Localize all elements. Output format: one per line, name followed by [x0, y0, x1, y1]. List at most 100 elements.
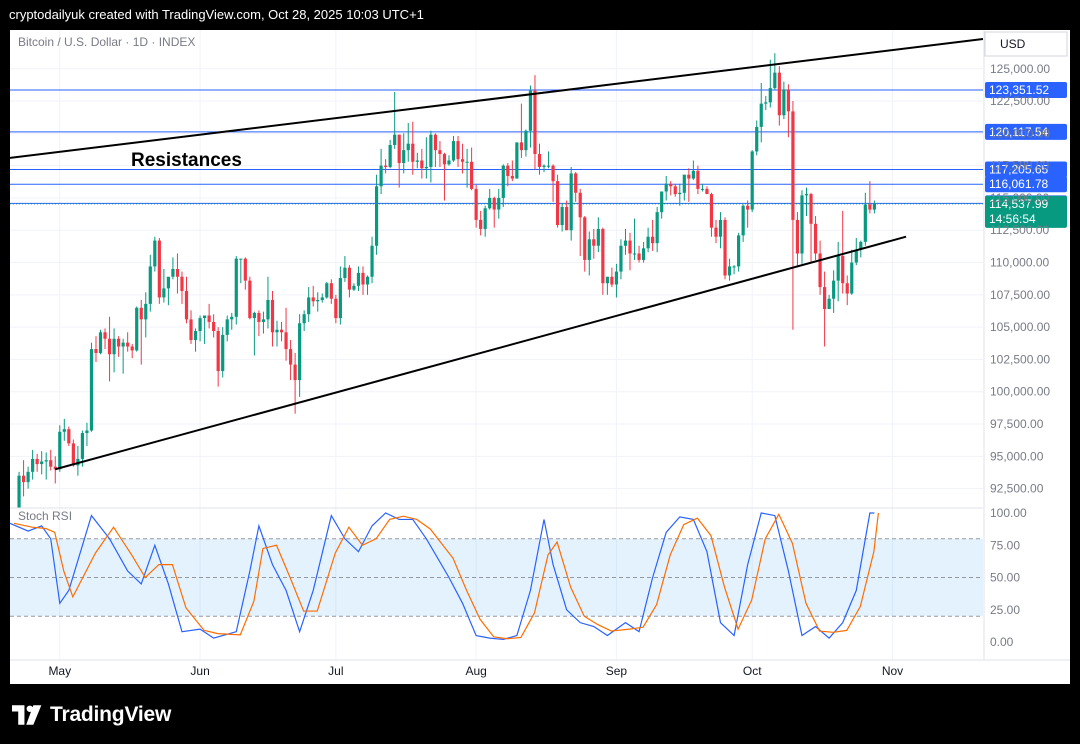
candle: [424, 137, 428, 179]
resistance-price-label: 120,117.54: [989, 125, 1048, 139]
candle: [302, 310, 306, 332]
candle-body: [325, 283, 329, 298]
candle-body: [546, 165, 551, 167]
candle: [370, 236, 374, 284]
candle-body: [795, 219, 800, 254]
candle: [402, 133, 406, 174]
candle: [470, 147, 474, 191]
candle: [560, 203, 564, 232]
candle-body: [664, 183, 668, 192]
candle-body: [288, 349, 293, 365]
candle: [193, 328, 198, 352]
resistance-levels: 123,351.52 120,117.54 117,205.65116,061.78…: [10, 82, 1067, 228]
candle: [813, 216, 818, 260]
candle-body: [750, 151, 754, 210]
candle-body: [841, 256, 845, 284]
candle-body: [62, 429, 66, 432]
candle: [112, 328, 116, 373]
trendlines[interactable]: [10, 38, 983, 471]
candle: [284, 307, 288, 361]
candle-body: [637, 253, 641, 260]
candle: [397, 134, 401, 188]
candle: [678, 183, 682, 206]
candle: [103, 328, 107, 350]
candle: [836, 241, 840, 302]
candle-body: [718, 219, 723, 237]
candle: [673, 183, 677, 197]
candle: [139, 300, 143, 365]
candle: [492, 196, 496, 228]
candle: [252, 311, 256, 356]
candle-body: [374, 186, 379, 246]
candle: [329, 279, 333, 304]
resistance-price-label: 123,351.52: [989, 83, 1049, 97]
candle-body: [144, 303, 148, 320]
candle-body: [619, 245, 623, 272]
candle: [863, 192, 867, 246]
grid: [10, 30, 983, 660]
candle: [234, 256, 238, 325]
chart-canvas[interactable]: 123,351.52 120,117.54 117,205.65116,061.78…: [10, 30, 1070, 684]
resistances-annotation[interactable]: Resistances: [131, 150, 242, 171]
candle: [718, 212, 723, 249]
candle-body: [492, 197, 496, 210]
candle: [411, 121, 415, 175]
candle-body: [31, 458, 35, 472]
candle: [786, 84, 790, 138]
candle-body: [737, 235, 741, 267]
candle: [80, 430, 85, 467]
candle-body: [58, 431, 62, 470]
candle: [850, 249, 854, 295]
candle: [62, 418, 66, 441]
trendline-upper[interactable]: [10, 38, 983, 159]
price-tick-label: 107,500.00: [990, 288, 1050, 302]
candle: [501, 164, 505, 207]
candle: [872, 200, 876, 214]
candle-body: [121, 342, 125, 347]
candle-body: [243, 258, 247, 281]
candle: [135, 306, 139, 352]
candle-body: [230, 316, 234, 320]
currency-box[interactable]: [984, 31, 1068, 57]
candle: [750, 150, 754, 213]
candle-body: [107, 338, 112, 355]
candle: [795, 212, 800, 267]
candle-body: [823, 287, 827, 310]
candle-body: [813, 223, 818, 254]
candle: [429, 130, 433, 183]
chart-panel[interactable]: 123,351.52 120,117.54 117,205.65 116,061.78…: [10, 30, 1070, 684]
attribution-text: cryptodailyuk created with TradingView.c…: [9, 7, 424, 22]
candle-body: [700, 188, 705, 190]
candle: [248, 276, 252, 320]
candle: [497, 188, 501, 219]
candle-body: [270, 300, 275, 333]
candle-body: [252, 312, 256, 319]
candle: [528, 85, 533, 148]
candle: [632, 218, 637, 260]
candle: [714, 219, 718, 244]
candle: [637, 245, 641, 263]
candle: [203, 315, 207, 344]
candle: [325, 281, 329, 299]
candle: [483, 205, 487, 237]
candle-body: [67, 429, 71, 444]
candle: [700, 183, 705, 192]
candle: [207, 303, 211, 329]
candle: [447, 155, 451, 166]
candle: [433, 133, 438, 167]
candle-body: [356, 272, 361, 286]
time-tick-label: Sep: [606, 664, 628, 678]
candle-body: [40, 461, 44, 465]
candle: [189, 310, 193, 344]
trendline-lower[interactable]: [54, 235, 907, 471]
candle: [777, 66, 781, 126]
candle-body: [655, 212, 659, 244]
candle: [596, 217, 600, 253]
candle: [98, 329, 103, 355]
candle: [827, 294, 831, 310]
candle: [393, 92, 397, 149]
candle: [415, 152, 419, 169]
candle-body: [424, 166, 428, 169]
candle-body: [402, 150, 406, 164]
candle-body: [578, 192, 582, 218]
